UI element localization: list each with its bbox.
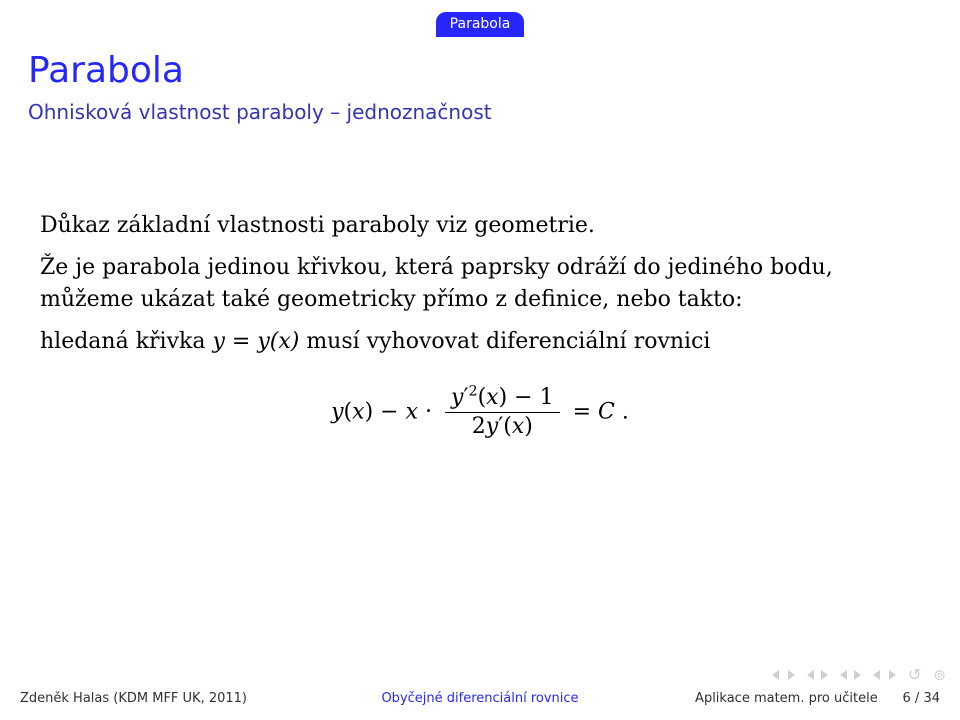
paragraph-proof-reference: Důkaz základní vlastnosti paraboly viz g… [40, 210, 920, 242]
page-sep: / [911, 691, 924, 706]
equation-fraction: y′2(x) − 1 2y′(x) [445, 386, 560, 439]
footer-context: Aplikace matem. pro učitele [695, 691, 878, 706]
text-prefix: hledaná křivka [40, 329, 212, 354]
nav-controls: ↻ ⊚ [772, 665, 946, 684]
footer: Zdeněk Halas (KDM MFF UK, 2011) Obyčejné… [0, 686, 960, 710]
header-band: Parabola [0, 0, 960, 46]
frame-subtitle: Ohnisková vlastnost paraboly – jednoznač… [28, 100, 492, 124]
inline-equation-y: y = y(x) [212, 329, 299, 354]
section-tab[interactable]: Parabola [436, 12, 525, 37]
equation-rhs: = C . [573, 399, 629, 424]
next-slide-icon[interactable] [873, 670, 896, 680]
back-icon[interactable]: ↻ [908, 665, 921, 684]
next-frame-icon[interactable] [840, 670, 861, 680]
equation-numerator: y′2(x) − 1 [445, 386, 560, 413]
prev-frame-icon[interactable] [807, 670, 828, 680]
text-suffix: musí vyhovovat diferenciální rovnici [299, 329, 710, 354]
page-total: 34 [923, 691, 940, 706]
footer-right: Aplikace matem. pro učitele 6 / 34 [695, 691, 940, 706]
equation-denominator: 2y′(x) [445, 413, 560, 439]
page-current: 6 [903, 691, 911, 706]
body-content: Důkaz základní vlastnosti paraboly viz g… [40, 210, 920, 439]
search-loop-icon[interactable]: ⊚ [933, 666, 946, 684]
equation-lhs: y(x) − x · [331, 399, 439, 424]
paragraph-curve-intro: hledaná křivka y = y(x) musí vyhovovat d… [40, 326, 920, 358]
frame-title: Parabola [28, 50, 184, 91]
paragraph-uniqueness: Že je parabola jedinou křivkou, která pa… [40, 252, 920, 316]
differential-equation: y(x) − x · y′2(x) − 1 2y′(x) = C . [40, 386, 920, 439]
slide: Parabola Parabola Ohnisková vlastnost pa… [0, 0, 960, 720]
prev-slide-icon[interactable] [772, 670, 795, 680]
